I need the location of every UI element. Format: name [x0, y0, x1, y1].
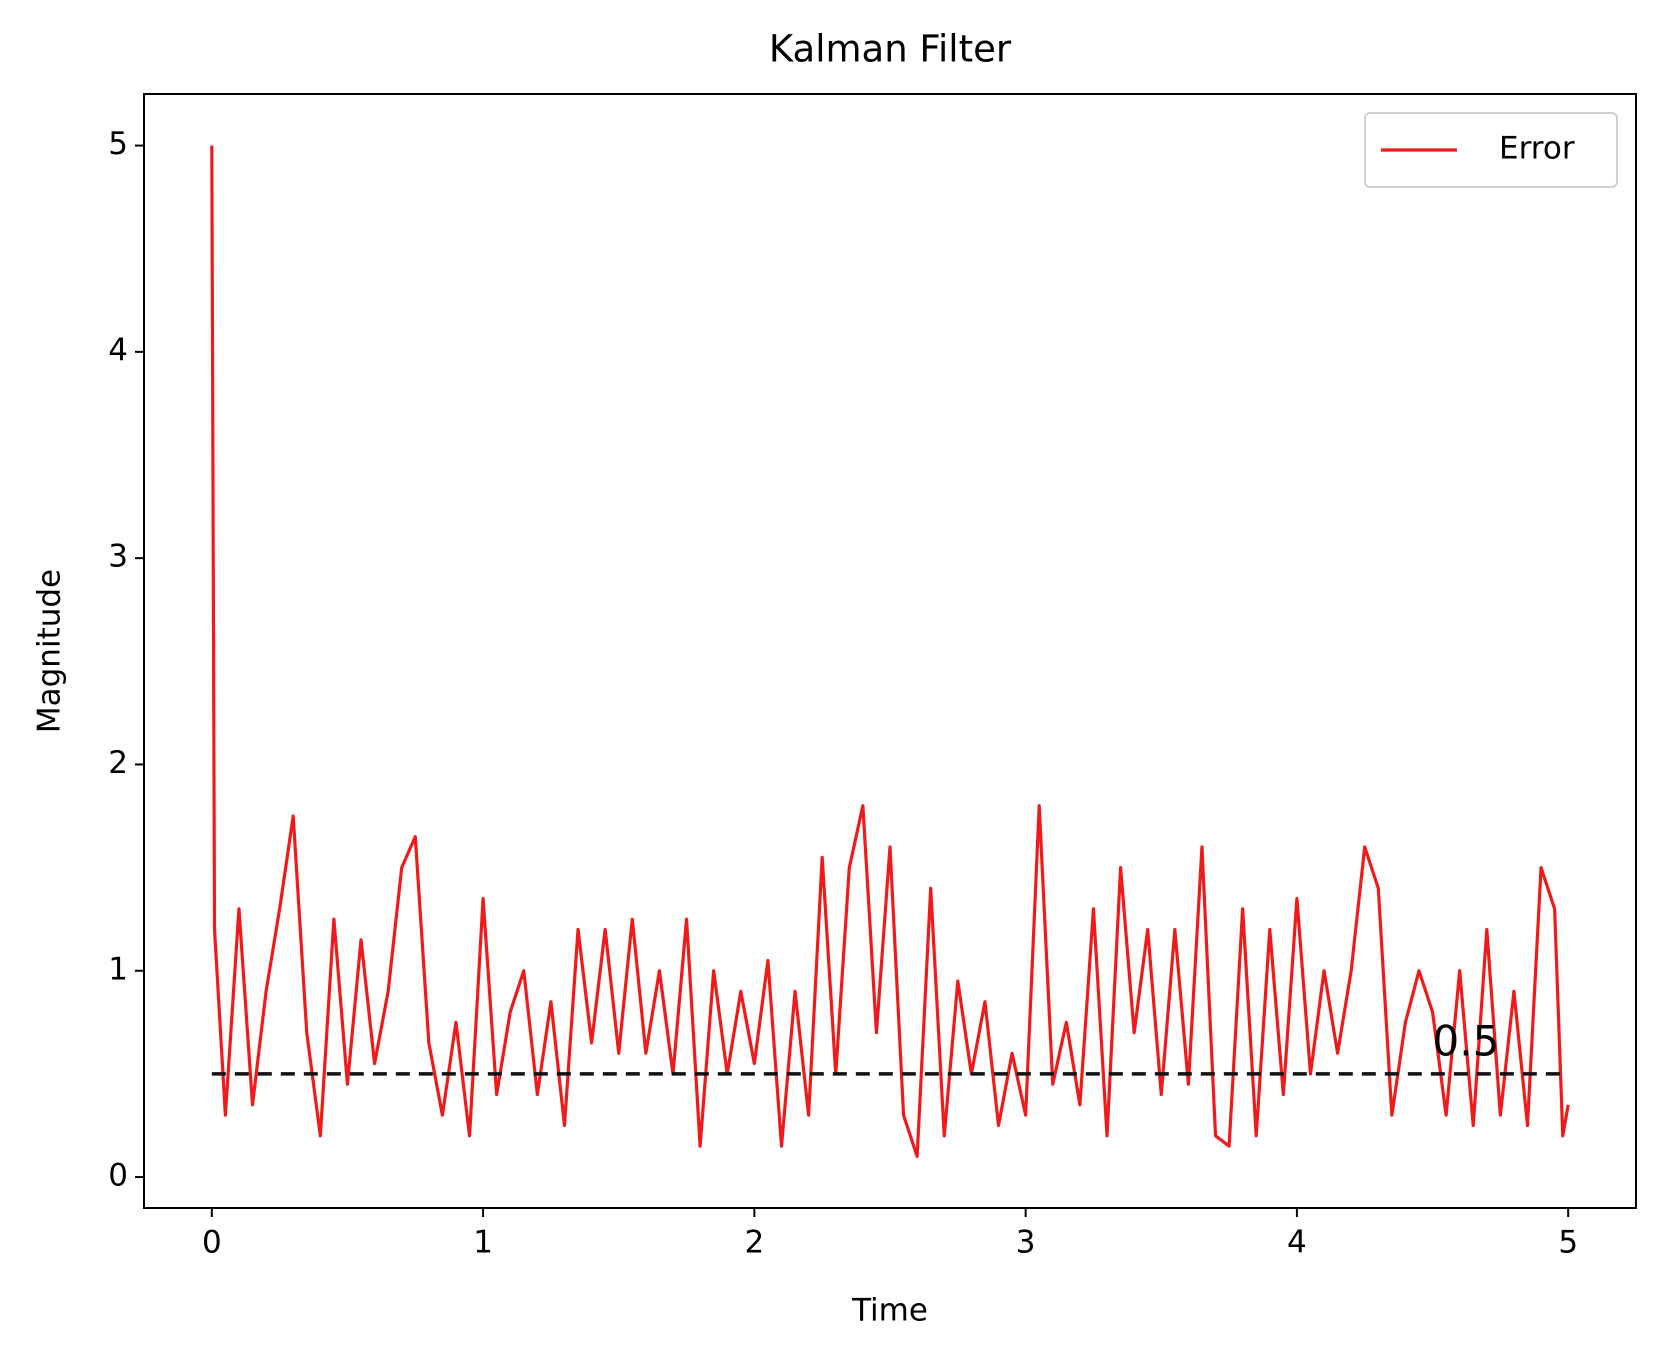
- y-axis-label: Magnitude: [32, 569, 68, 733]
- x-axis-label: Time: [851, 1293, 928, 1329]
- y-tick-label: 1: [108, 951, 128, 987]
- x-tick-label: 3: [1016, 1225, 1036, 1261]
- y-tick-label: 0: [108, 1158, 128, 1194]
- y-tick-label: 2: [108, 745, 128, 781]
- x-tick-label: 0: [202, 1225, 222, 1261]
- x-tick-label: 2: [744, 1225, 764, 1261]
- chart-title: Kalman Filter: [769, 28, 1012, 71]
- plot-frame: [143, 93, 1637, 1209]
- reference-label: 0.5: [1433, 1016, 1500, 1065]
- y-tick-label: 3: [108, 539, 128, 575]
- x-tick-label: 1: [473, 1225, 493, 1261]
- y-tick-label: 4: [108, 332, 128, 368]
- y-tick-label: 5: [108, 126, 128, 162]
- x-tick-label: 4: [1287, 1225, 1307, 1261]
- data-line: [210, 145, 1570, 1159]
- legend-label: Error: [1499, 131, 1575, 167]
- x-tick-label: 5: [1558, 1225, 1578, 1261]
- legend-box: [1364, 112, 1618, 188]
